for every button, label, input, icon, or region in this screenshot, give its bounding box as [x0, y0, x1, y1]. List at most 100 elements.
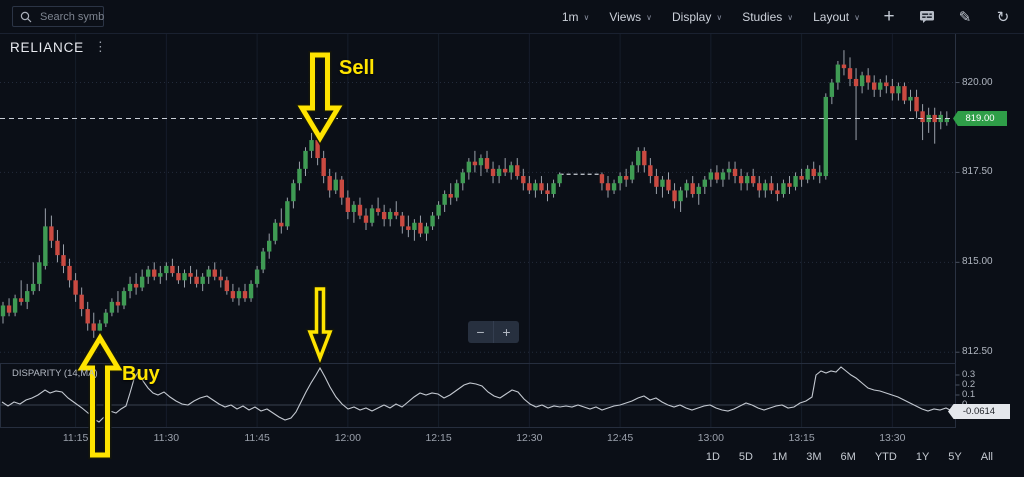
- indicator-tick-label: 0.2: [962, 379, 976, 390]
- candle-down: [738, 176, 744, 184]
- candle-down: [73, 280, 78, 295]
- candle-down: [339, 179, 344, 198]
- indicator-line: [1, 366, 953, 423]
- candle-down: [152, 269, 157, 277]
- candle-down: [472, 161, 478, 166]
- candle-up: [720, 172, 726, 180]
- candle-down: [757, 183, 762, 191]
- candle-up: [793, 176, 798, 187]
- candle-up: [805, 168, 810, 180]
- zoom-in-button[interactable]: +: [494, 321, 519, 343]
- chevron-down-icon: ∨: [646, 13, 652, 22]
- candle-up: [200, 276, 205, 284]
- candle-down: [539, 183, 544, 191]
- candle-down: [18, 298, 24, 302]
- menu-label: Studies: [742, 9, 783, 24]
- range-button-3m[interactable]: 3M: [806, 451, 822, 463]
- candle-down: [230, 291, 236, 299]
- callout-button[interactable]: [918, 8, 936, 26]
- candle-down: [527, 183, 532, 191]
- candle-up: [291, 183, 296, 202]
- candle-up: [859, 75, 865, 87]
- candle-up: [726, 168, 732, 173]
- candle-down: [381, 211, 387, 220]
- candle-up: [617, 176, 623, 184]
- candle-up: [454, 183, 459, 198]
- candle-up: [509, 165, 514, 173]
- zoom-out-button[interactable]: −: [468, 321, 493, 343]
- menu-label: Display: [672, 9, 712, 24]
- indicator-label: DISPARITY (14,MA): [12, 368, 98, 379]
- add-button[interactable]: +: [883, 5, 895, 27]
- candle-up: [43, 226, 48, 266]
- candle-up: [908, 96, 913, 101]
- candle-up: [182, 273, 187, 281]
- menu-studies[interactable]: Studies ∨: [742, 10, 793, 24]
- range-button-all[interactable]: All: [980, 451, 993, 463]
- time-tick-label: 12:30: [516, 432, 543, 444]
- draw-button[interactable]: ✎: [958, 8, 972, 26]
- time-tick-label: 11:45: [244, 432, 270, 444]
- menu-layout[interactable]: Layout ∨: [813, 10, 860, 24]
- search-box[interactable]: [12, 6, 106, 27]
- candle-down: [170, 265, 175, 274]
- candle-down: [872, 82, 877, 90]
- range-button-5d[interactable]: 5D: [738, 451, 753, 463]
- range-button-6m[interactable]: 6M: [840, 451, 856, 463]
- chevron-down-icon: ∨: [854, 13, 860, 22]
- annotation-arrow-outline: [305, 285, 335, 368]
- interval-dropdown[interactable]: 1m ∨: [562, 10, 590, 24]
- range-button-1m[interactable]: 1M: [771, 451, 788, 463]
- candle-up: [636, 150, 641, 166]
- candle-down: [853, 78, 859, 87]
- candle-up: [551, 183, 556, 195]
- refresh-button[interactable]: ↻: [996, 8, 1010, 26]
- candle-down: [400, 215, 405, 227]
- candle-up: [164, 265, 169, 274]
- candle-down: [787, 183, 792, 187]
- candle-up: [708, 172, 714, 180]
- candle-down: [85, 309, 90, 324]
- search-input[interactable]: [38, 9, 106, 24]
- buy-annotation-label: Buy: [122, 363, 160, 385]
- candle-down: [914, 96, 919, 112]
- menu-label: Views: [609, 9, 642, 24]
- candle-down: [79, 294, 84, 310]
- range-button-1y[interactable]: 1Y: [915, 451, 930, 463]
- arrow-up-icon: [77, 333, 123, 458]
- candle-down: [920, 111, 925, 123]
- candle-down: [642, 150, 647, 166]
- candle-down: [841, 64, 847, 69]
- candle-down: [775, 190, 780, 195]
- time-tick-label: 13:00: [697, 432, 724, 444]
- candle-down: [484, 158, 490, 169]
- candle-up: [696, 186, 701, 195]
- candle-down: [67, 265, 72, 281]
- range-button-5y[interactable]: 5Y: [948, 451, 962, 463]
- candle-down: [327, 176, 332, 191]
- symbol-menu-button[interactable]: ⋮: [93, 39, 107, 54]
- candle-down: [61, 255, 66, 266]
- range-button-ytd[interactable]: YTD: [874, 451, 897, 463]
- candle-down: [672, 190, 677, 202]
- candle-down: [654, 176, 659, 187]
- candle-up: [430, 215, 435, 227]
- candle-up: [496, 168, 502, 177]
- candle-up: [823, 96, 828, 177]
- range-button-1d[interactable]: 1D: [705, 451, 720, 463]
- candle-down: [751, 176, 756, 184]
- menu-display[interactable]: Display ∨: [672, 10, 722, 24]
- last-price-badge: 819.00: [953, 111, 1007, 126]
- annotation-arrow-outline: [294, 51, 346, 146]
- candle-up: [436, 204, 441, 216]
- arrow-down-icon: [297, 52, 343, 143]
- candle-down: [321, 158, 326, 177]
- menu-views[interactable]: Views ∨: [609, 10, 652, 24]
- candle-up: [388, 211, 393, 220]
- arrow-down-icon: [307, 287, 333, 363]
- chevron-down-icon: ∨: [787, 13, 794, 22]
- time-tick-label: 12:45: [606, 432, 634, 444]
- search-icon: [20, 11, 32, 22]
- candle-up: [763, 183, 768, 191]
